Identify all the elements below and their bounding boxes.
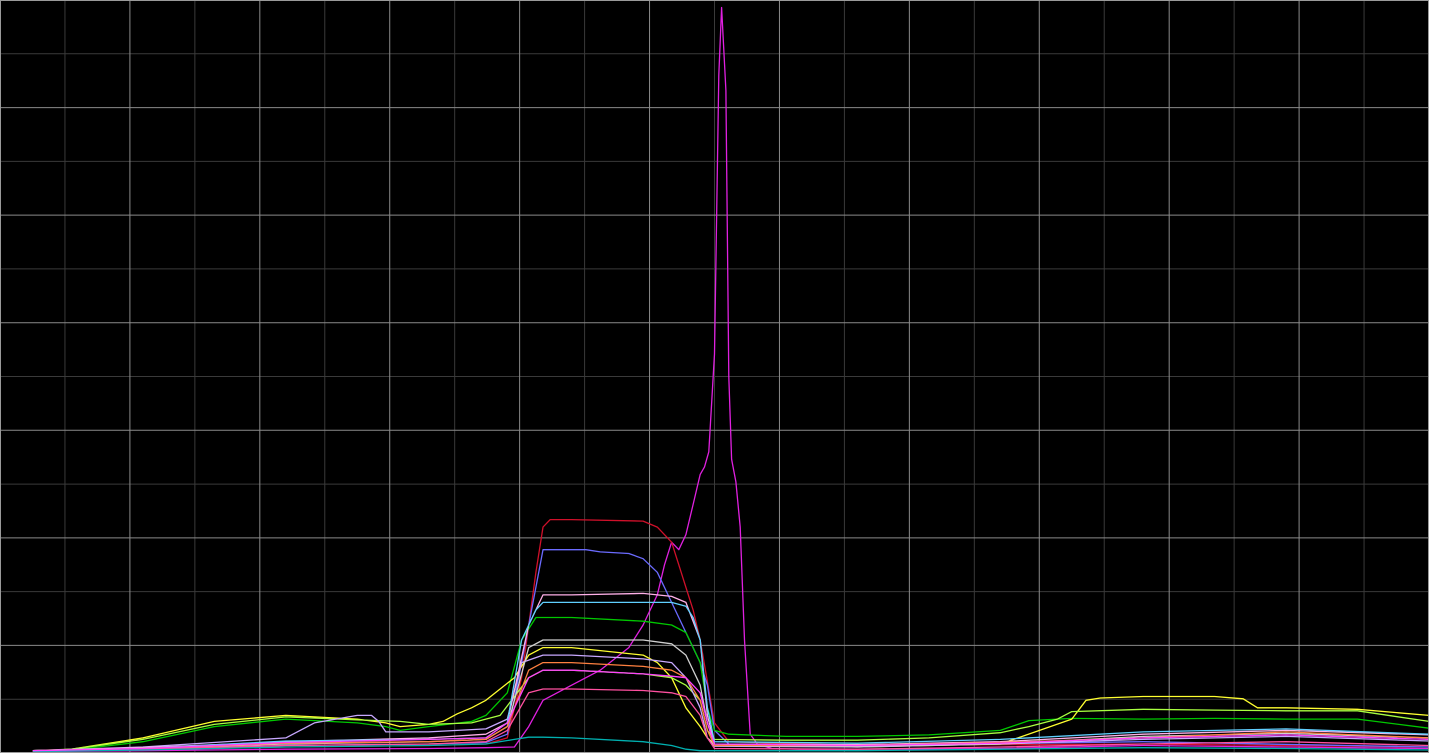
series-line-6 (32, 669, 1429, 752)
series-line-7 (32, 654, 1429, 752)
series-line-8 (32, 592, 1429, 752)
series-line-14 (32, 669, 1429, 752)
series-lines (32, 6, 1429, 753)
series-line-12 (32, 688, 1429, 753)
series-line-4 (32, 616, 1429, 753)
series-line-3 (32, 549, 1429, 752)
series-line-13 (32, 736, 1429, 753)
series-line-5 (32, 646, 1429, 753)
